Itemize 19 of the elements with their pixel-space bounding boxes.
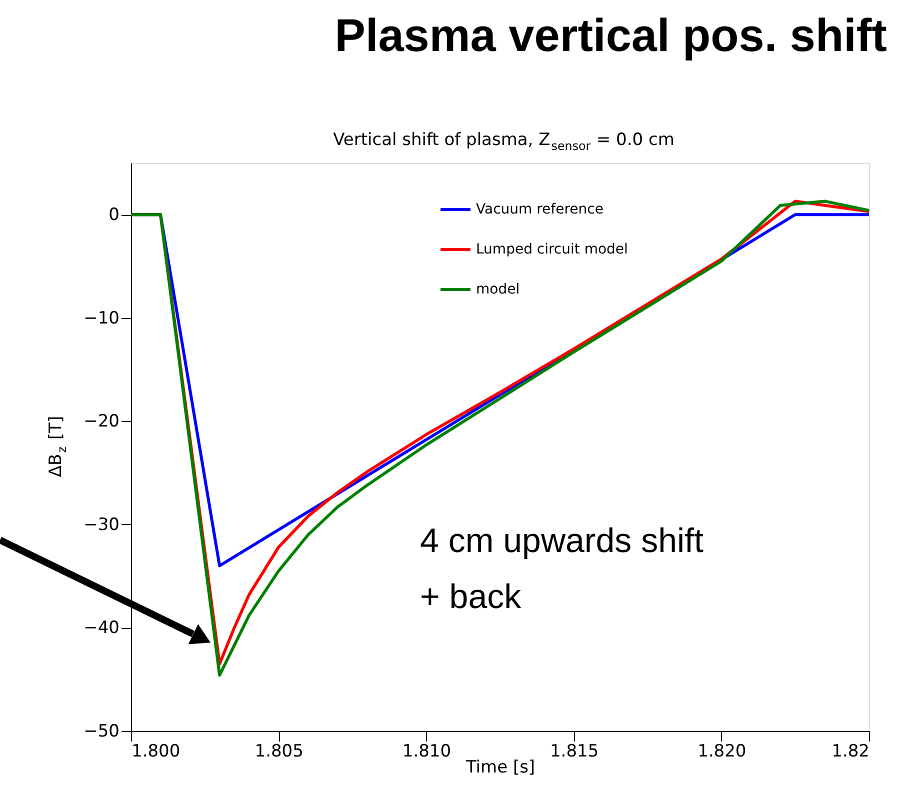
y-axis-title: ΔBz [T]: [46, 416, 69, 478]
legend-label: model: [476, 282, 520, 298]
y-tick-label: −40: [84, 618, 120, 638]
annotation: 4 cm upwards shift + back: [420, 522, 704, 616]
y-tick-label: −50: [84, 722, 120, 742]
y-tick-label: −10: [84, 308, 120, 328]
y-tick-label: 0: [108, 205, 120, 226]
legend-label: Lumped circuit model: [476, 242, 628, 258]
x-tick-label: 1.805: [254, 742, 304, 762]
x-tick-label: 1.820: [698, 742, 746, 762]
x-tick-label: 1.810: [402, 742, 452, 762]
x-axis-title: Time [s]: [464, 758, 536, 778]
legend-label: Vacuum reference: [476, 202, 604, 218]
chart-title: Plasma vertical pos. shift: [334, 9, 887, 61]
y-tick-label: −20: [84, 412, 120, 432]
y-tick-label: −30: [84, 514, 120, 535]
x-tick-label: 1.82: [832, 742, 870, 762]
x-tick-label: 1.800: [132, 742, 180, 762]
x-tick-label: 1.815: [550, 742, 599, 762]
